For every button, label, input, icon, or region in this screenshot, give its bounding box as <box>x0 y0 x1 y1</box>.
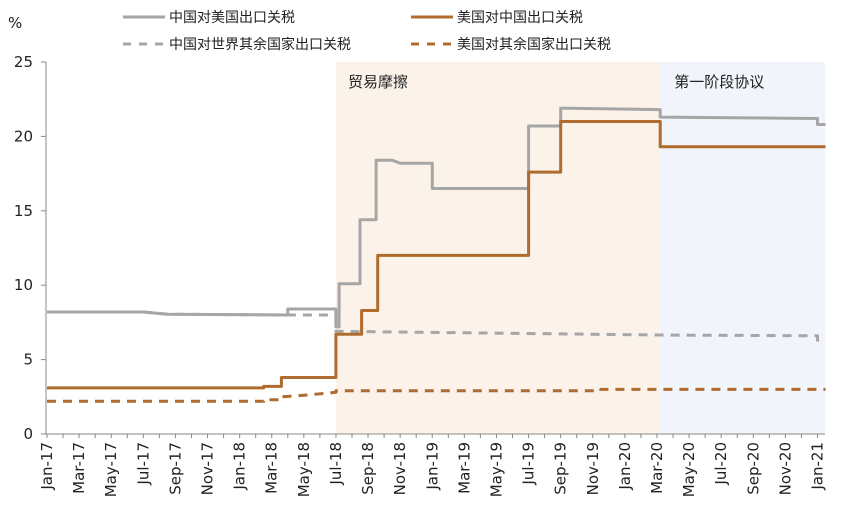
x-tick-label: May-18 <box>295 442 313 497</box>
x-tick-label: Sep-18 <box>359 442 377 495</box>
series-line-4 <box>47 387 826 403</box>
y-axis-unit-label: % <box>8 14 22 32</box>
y-tick-label: 25 <box>14 53 33 71</box>
x-tick-label: May-19 <box>487 442 505 497</box>
region-band-1 <box>335 62 661 434</box>
region-band-2 <box>660 62 825 434</box>
x-tick-label: Jul-20 <box>712 442 730 486</box>
y-tick-label: 20 <box>14 127 33 145</box>
region-label-2: 第一阶段协议 <box>674 73 764 91</box>
x-tick-label: Jan-20 <box>616 442 634 491</box>
series-lines <box>47 106 826 403</box>
series-line-2 <box>47 120 826 390</box>
y-tick-label: 15 <box>14 202 33 220</box>
x-tick-label: Nov-20 <box>776 442 794 495</box>
x-tick-label: Nov-17 <box>199 442 217 495</box>
x-tick-label: Sep-17 <box>166 442 184 495</box>
y-tick-label: 10 <box>14 276 33 294</box>
x-tick-label: Jul-18 <box>327 442 345 486</box>
legend-label-1: 中国对美国出口关税 <box>169 10 295 26</box>
x-tick-label: Mar-20 <box>648 442 666 494</box>
x-tick-label: Sep-19 <box>552 442 570 495</box>
legend-label-3: 中国对世界其余国家出口关税 <box>169 36 351 53</box>
x-tick-label: Jul-19 <box>520 442 538 486</box>
series-line-1 <box>47 106 826 329</box>
axes: 0 5 10 15 20 25 Jan-17 Mar-17 May-17 Jul-17 Sep-17… <box>14 53 827 497</box>
x-tick-label: Mar-18 <box>263 442 281 494</box>
x-tick-label: May-17 <box>102 442 120 497</box>
x-tick-label: Mar-17 <box>70 442 88 494</box>
x-tick-label: May-20 <box>680 442 698 497</box>
x-tick-label: Jan-19 <box>423 442 441 491</box>
legend-label-4: 美国对其余国家出口关税 <box>457 36 611 53</box>
x-tick-label: Jan-18 <box>231 442 249 491</box>
x-tick-label: Jan-21 <box>809 442 827 491</box>
x-tick-label: Jan-17 <box>38 442 56 491</box>
x-tick-label: Nov-19 <box>584 442 602 495</box>
x-tick-label: Mar-19 <box>455 442 473 494</box>
highlight-regions: 贸易摩擦 第一阶段协议 <box>335 62 825 434</box>
legend-label-2: 美国对中国出口关税 <box>457 10 583 26</box>
x-tick-label: Sep-20 <box>744 442 762 495</box>
y-tick-label: 5 <box>23 351 33 369</box>
region-label-1: 贸易摩擦 <box>348 73 408 91</box>
x-tick-label: Jul-17 <box>134 442 152 486</box>
y-tick-label: 0 <box>23 425 33 443</box>
x-tick-label: Nov-18 <box>391 442 409 495</box>
